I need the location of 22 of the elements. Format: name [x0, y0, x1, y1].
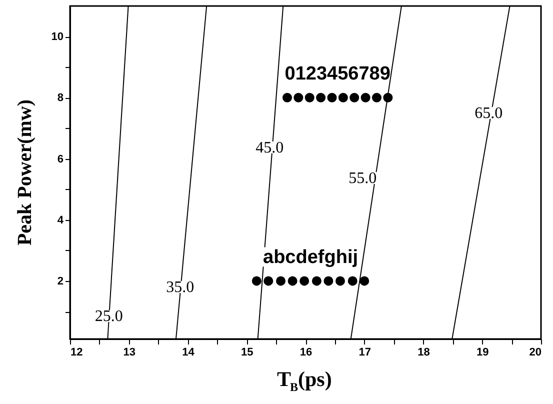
y-tick-label: 2 — [57, 275, 64, 288]
annotation: 65.0 — [474, 104, 503, 122]
y-axis-title: Peak Power(mw) — [14, 99, 36, 246]
annotation: abcdefghij — [262, 246, 358, 268]
x-tick-label: 18 — [418, 346, 430, 358]
annotation: 55.0 — [348, 170, 377, 187]
x-tick-label: 20 — [529, 346, 542, 358]
annotation: 25.0 — [94, 308, 123, 326]
y-tick-label: 4 — [57, 214, 64, 226]
y-tick-label: 10 — [51, 31, 64, 44]
x-tick-label: 16 — [300, 346, 312, 358]
annotation: 45.0 — [256, 139, 284, 156]
y-tick-label: 6 — [57, 153, 64, 166]
y-tick-label: 8 — [57, 92, 64, 104]
x-tick-label: 12 — [70, 346, 83, 358]
x-tick-label: 14 — [182, 346, 196, 358]
annotation: 0123456789 — [284, 64, 390, 85]
x-tick-label: 19 — [476, 346, 489, 358]
annotation: 35.0 — [166, 279, 194, 296]
x-tick-label: 13 — [123, 346, 136, 358]
x-tick-label: 17 — [358, 346, 371, 358]
x-tick-label: 15 — [241, 346, 254, 358]
